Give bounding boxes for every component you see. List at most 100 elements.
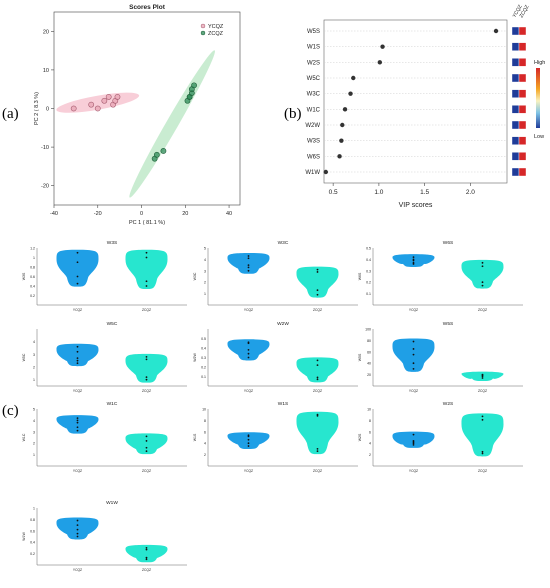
violin-y-axis-label: W3C [193,272,197,280]
violin-data-point [145,355,148,358]
zcqz-score-point [153,151,160,158]
violin-data-point [76,275,79,278]
violin-y-axis-label: W6S [358,272,362,280]
violin-y-tick-label: 2 [369,453,371,457]
y-tick-label: -10 [41,145,49,151]
violin-ycqz-w3s [56,249,99,287]
violin-data-point [145,558,148,561]
violin-data-point [316,289,319,292]
violin-group-label: YCQZ [73,389,82,393]
violin-zcqz-w2s [461,413,504,457]
violin-data-point [76,417,79,420]
vip-score-point [342,107,348,112]
violin-data-point [145,435,148,438]
vip-feature-label: W5S [307,29,320,35]
violin-zcqz-w1c [125,433,168,455]
violin-group-label: YCQZ [244,469,253,473]
violin-y-tick-label: 4 [204,442,206,446]
violin-y-tick-label: 5 [33,408,35,412]
violin-data-point [247,442,250,445]
y-tick-label: 10 [43,68,49,74]
vip-feature-label: W5C [307,76,321,82]
violin-data-point [145,547,148,549]
violin-data-point [145,556,148,559]
violin-y-tick-label: 0.1 [201,375,206,379]
violin-y-tick-label: 1.2 [30,247,35,251]
violin-data-point [76,524,79,526]
violin-data-point [145,256,148,259]
vip-x-tick-label: 2.0 [466,189,475,196]
x-tick-label: -20 [94,211,102,217]
vip-feature-label: W2S [307,60,320,66]
violin-group-label: YCQZ [244,389,253,393]
panel-label-a: (a) [2,106,19,122]
violin-data-point [76,419,79,422]
violin-data-point [481,377,484,379]
violin-y-tick-label: 3 [204,269,206,273]
violin-y-tick-label: 3 [33,430,35,434]
violin-y-axis-label: W5C [22,353,26,361]
violin-data-point [76,528,79,531]
vip-score-point [380,44,385,49]
violin-data-point [247,264,250,266]
violin-group-label: ZCQZ [313,308,322,312]
violin-data-point [247,438,250,441]
violin-y-tick-label: 1 [33,256,35,260]
violin-y-axis-label: W5S [358,353,362,361]
violin-y-tick-label: 1 [204,292,206,296]
violin-panel-title: W6S [443,240,453,246]
violin-data-point [481,284,484,287]
violin-data-point [145,285,148,287]
violin-panel-title: W3S [107,240,117,246]
violin-y-tick-label: 60 [367,350,371,354]
ycqz-score-point [94,105,101,112]
violin-y-axis-label: W1W [22,532,26,541]
violin-y-tick-label: 0.5 [366,247,371,251]
violin-group-label: YCQZ [73,308,82,312]
violin-y-tick-label: 4 [369,442,371,446]
violin-panel-title: W1W [106,500,118,506]
violin-data-point [481,415,484,418]
violin-data-point [412,444,415,446]
violin-data-point [76,357,79,360]
violin-data-point [481,265,484,268]
violin-data-point [76,261,79,264]
violin-data-point [247,434,250,437]
violin-y-tick-label: 0.3 [366,269,371,273]
violin-data-point [76,359,79,362]
violin-y-tick-label: 2 [204,281,206,285]
vip-plot-frame [323,19,508,184]
ycqz-score-point [88,101,95,108]
violin-data-point [145,378,148,381]
violin-panel-title: W5C [107,321,118,327]
violin-group-label: ZCQZ [142,389,151,393]
vip-feature-label: W1C [307,107,321,113]
violin-data-point [76,350,79,353]
violin-y-axis-label: W1C [22,433,26,441]
scores-plot-title: Scores Plot [129,4,166,11]
violin-panel-title: W3C [278,240,289,246]
violin-data-point [76,251,79,254]
violin-y-tick-label: 4 [33,340,35,344]
violin-y-tick-label: 80 [367,339,371,343]
violin-group-label: ZCQZ [142,469,151,473]
violin-y-tick-label: 1 [33,378,35,382]
violin-data-point [481,450,484,453]
violin-panel-title: W1C [107,401,118,407]
heat-cell-zcqz [518,120,527,130]
vip-feature-label: W3S [307,139,320,145]
violin-data-point [316,448,319,450]
violin-y-tick-label: 10 [202,408,206,412]
violin-data-point [481,261,484,264]
violin-y-tick-label: 20 [367,373,371,377]
violin-zcqz-w3s [125,249,168,289]
violin-group-label: YCQZ [409,469,418,473]
vip-x-axis-label: VIP scores [399,202,433,209]
violin-ycqz-w2s [392,431,435,448]
violin-data-point [247,352,250,355]
vip-score-point [337,154,342,159]
violin-data-point [247,445,250,447]
violin-group-label: ZCQZ [478,389,487,393]
y-axis-label: PC 2 ( 8.3 %) [34,92,40,125]
vip-score-point [323,169,329,175]
